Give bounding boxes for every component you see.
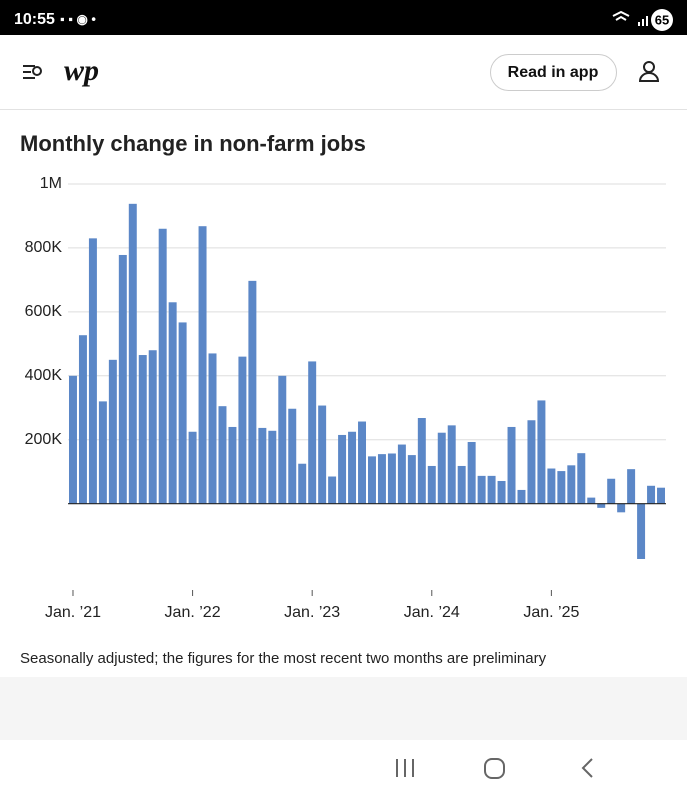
bar [587,497,596,504]
x-tick-label: Jan. ’21 [45,604,101,621]
account-icon-body [638,72,660,82]
bar [387,453,396,504]
status-time: 10:55 [14,11,55,28]
bar [278,375,287,504]
bar [248,280,257,504]
bar [338,434,347,504]
status-bar [0,0,687,35]
battery-level: 65 [655,12,669,27]
bar [627,469,636,504]
bar [118,254,127,504]
menu-icon[interactable] [23,65,35,79]
bar [198,226,207,504]
x-tick-label: Jan. ’22 [165,604,221,621]
bar [288,408,297,504]
bar [567,465,576,504]
bar [417,418,426,504]
notification-icons: ▪ ▪ ◉ • [60,11,96,26]
search-icon[interactable] [32,66,42,76]
bar [657,487,666,504]
bar [228,426,237,504]
bar [98,401,107,504]
bar [617,503,626,513]
bar [597,503,606,508]
bar [467,441,476,504]
y-tick-label: 800K [25,239,63,256]
read-in-app-label: Read in app [508,64,599,81]
bar [507,426,516,504]
bar [547,468,556,504]
x-tick-label: Jan. ’25 [523,604,579,621]
bar [477,475,486,504]
x-tick-label: Jan. ’24 [404,604,460,621]
read-in-app-button[interactable] [490,54,617,91]
bar [108,359,117,504]
bar [437,432,446,504]
bar [487,475,496,504]
bar [78,335,87,504]
bar [397,444,406,504]
bar [138,355,147,504]
bar [377,454,386,504]
plot: 200K 400K 600K 800K 1M Jan. ’21 Jan. ’22 Jan. ’… [25,175,666,621]
bar [557,471,566,504]
bar [577,453,586,504]
bar [427,465,436,504]
home-button[interactable] [484,758,505,779]
bar [607,478,616,504]
bar [407,455,416,504]
logo[interactable]: wp [64,54,99,87]
bar [298,463,307,504]
bar [208,353,217,504]
chart-note: Seasonally adjusted; the figures for the… [20,650,547,667]
y-tick-label: 1M [40,175,62,192]
bar [537,400,546,504]
bar [497,480,506,504]
bar [328,476,337,504]
nav-bar [0,740,687,800]
chart-title: Monthly change in non-farm jobs [20,131,366,156]
bar [158,228,167,504]
back-button[interactable] [581,758,593,778]
bar [258,427,267,504]
bar [238,356,247,504]
bar [68,375,77,504]
bar [457,465,466,504]
footer-area [0,677,687,740]
x-tick-label: Jan. ’23 [284,604,340,621]
bar [218,406,227,504]
bar [268,430,277,504]
bar [148,350,157,504]
bar [308,361,317,504]
bar [318,405,327,504]
signal-icons [612,10,648,26]
bar [517,489,526,504]
bar [447,425,456,504]
bar [88,238,97,504]
y-tick-label: 600K [25,303,63,320]
bar [358,421,367,504]
y-tick-label: 400K [25,367,63,384]
bar [128,203,137,504]
bar [647,485,656,504]
bar [367,456,376,504]
bar [168,302,177,504]
battery-icon [651,9,673,31]
y-tick-label: 200K [25,431,63,448]
recent-apps-button[interactable] [396,759,414,777]
bar [178,322,187,504]
bar [348,431,357,504]
bar [637,503,646,559]
bar [527,420,536,504]
bar [188,431,197,504]
